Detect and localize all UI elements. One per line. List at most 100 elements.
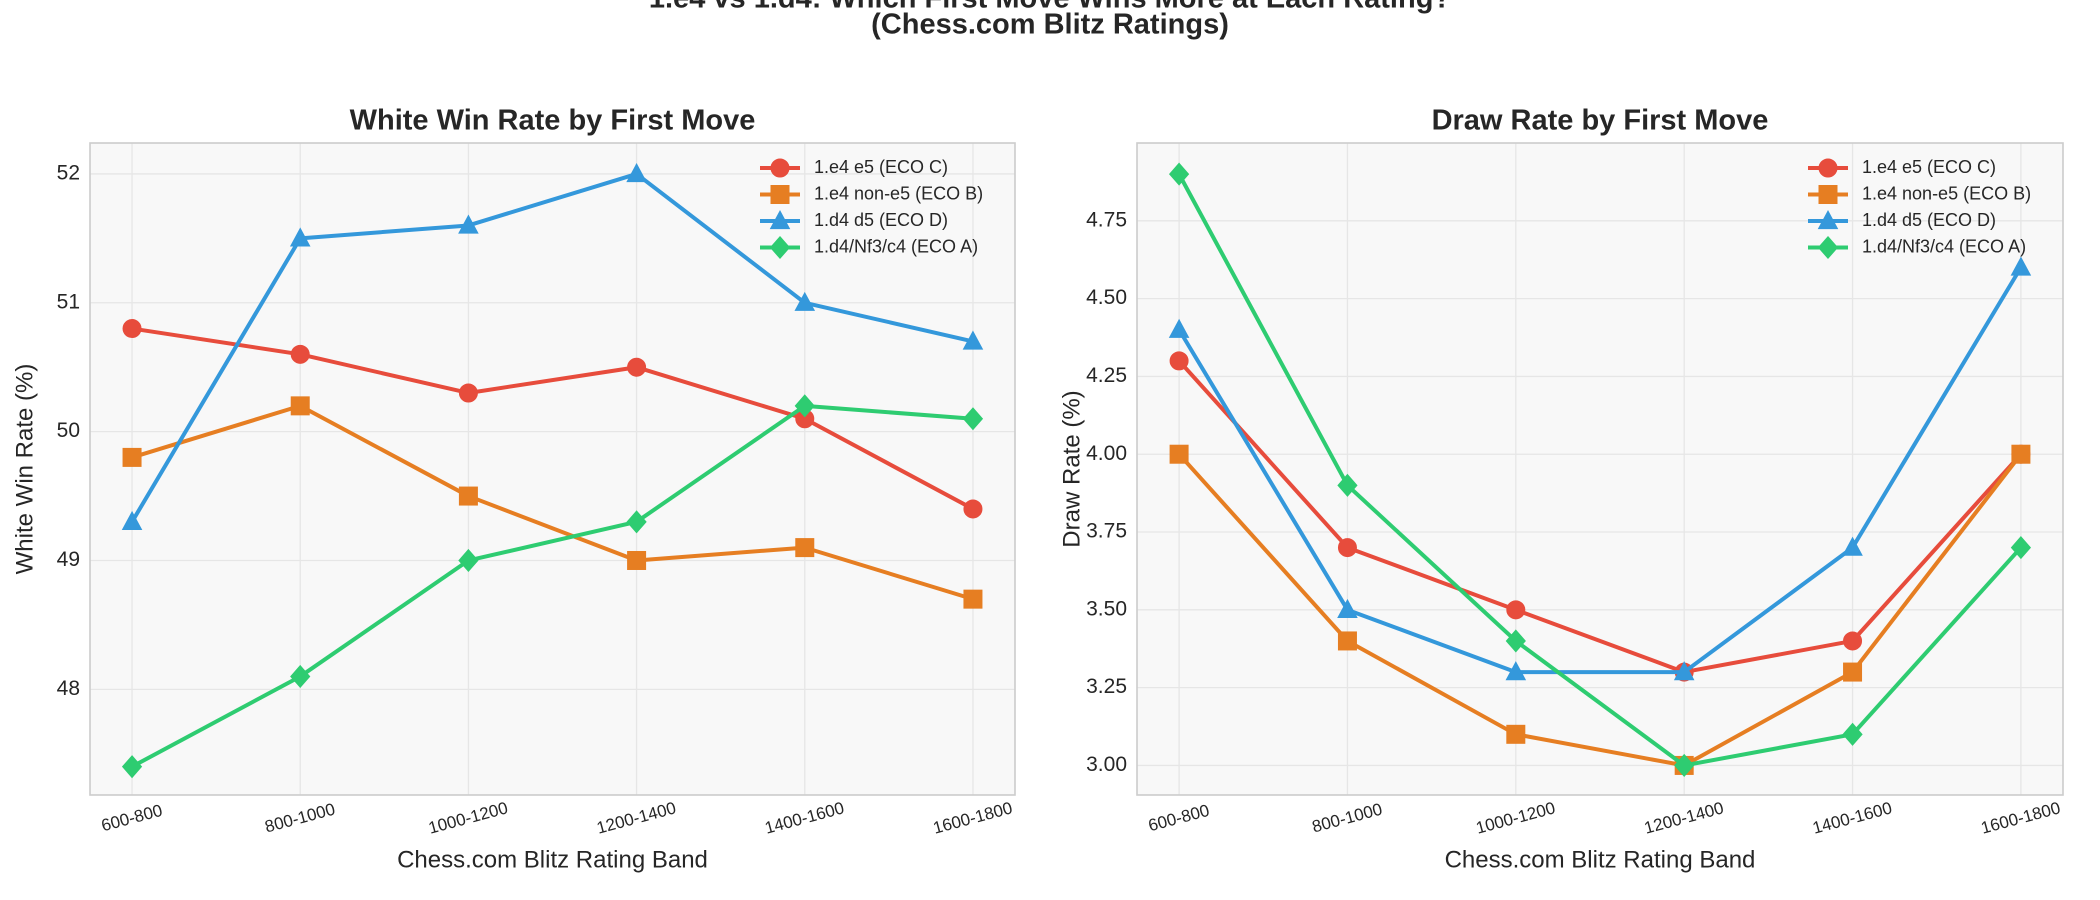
x-tick-label: 1600-1800: [1979, 798, 2062, 837]
x-axis-label: Chess.com Blitz Rating Band: [1445, 846, 1756, 873]
x-tick-label: 1400-1600: [1811, 798, 1894, 837]
legend-label: 1.e4 non-e5 (ECO B): [1862, 183, 2031, 203]
data-point: [458, 383, 478, 403]
x-tick-label: 1200-1400: [595, 798, 678, 837]
data-point: [1337, 598, 1358, 618]
plot-area: [90, 143, 1015, 795]
panel-title: White Win Rate by First Move: [350, 105, 756, 137]
data-point: [1169, 444, 1189, 464]
data-point: [963, 499, 983, 519]
y-tick-label: 3.50: [1086, 597, 1127, 620]
legend-marker: [1818, 185, 1838, 204]
data-point: [121, 755, 143, 779]
legend-label: 1.e4 e5 (ECO C): [814, 157, 948, 177]
data-point: [1506, 724, 1526, 744]
y-tick-label: 50: [57, 419, 80, 442]
plot-frame: [89, 142, 1016, 796]
legend-label: 1.d4/Nf3/c4 (ECO A): [814, 236, 978, 256]
data-point: [1673, 661, 1695, 681]
y-tick-label: 4.50: [1086, 286, 1127, 309]
x-tick-label: 1600-1800: [931, 798, 1014, 837]
data-point: [1674, 753, 1695, 777]
y-tick-label: 49: [57, 548, 80, 571]
data-point: [963, 589, 983, 609]
x-tick-label: 1200-1400: [1642, 798, 1725, 837]
y-tick-label: 4.75: [1086, 208, 1127, 231]
data-point: [2011, 444, 2031, 464]
data-point: [290, 396, 310, 416]
series-line: [1177, 266, 2023, 675]
data-point: [1169, 351, 1189, 371]
legend-label: 1.d4 d5 (ECO D): [1862, 210, 1996, 230]
data-point: [1168, 318, 1190, 338]
data-point: [458, 214, 479, 234]
series-line: [1177, 359, 2023, 675]
data-point: [290, 344, 310, 364]
data-point: [794, 291, 816, 311]
legend-marker: [1818, 158, 1838, 178]
y-axis-label: White Win Rate (%): [11, 364, 38, 575]
legend-marker: [769, 210, 791, 230]
y-tick-label: 52: [57, 161, 80, 184]
x-tick-label: 600-800: [1146, 801, 1211, 836]
data-point: [458, 486, 478, 506]
data-point: [290, 664, 311, 689]
plot-frame: [1136, 142, 2064, 796]
data-point: [289, 227, 311, 247]
legend-marker: [1817, 235, 1839, 260]
plot-area: [1137, 143, 2063, 795]
x-tick-label: 1000-1200: [426, 798, 509, 837]
data-point: [1842, 722, 1863, 746]
series-line: [131, 403, 974, 602]
data-point: [1337, 538, 1357, 558]
x-tick-label: 1400-1600: [763, 798, 846, 837]
data-point: [1337, 473, 1358, 497]
data-point: [1337, 631, 1357, 651]
x-tick-label: 600-800: [99, 801, 164, 836]
panel-title: Draw Rate by First Move: [1432, 105, 1769, 137]
data-point: [1843, 662, 1863, 682]
legend-label: 1.e4 non-e5 (ECO B): [814, 183, 983, 203]
series-line: [1177, 173, 2023, 768]
y-tick-label: 4.00: [1086, 442, 1127, 465]
series-line: [131, 326, 974, 511]
series-line: [1177, 452, 2023, 768]
legend-marker: [770, 185, 790, 204]
y-tick-label: 3.00: [1086, 753, 1127, 776]
data-point: [1505, 629, 1526, 653]
y-tick-label: 3.25: [1086, 675, 1127, 698]
data-point: [122, 319, 142, 339]
x-axis-label: Chess.com Blitz Rating Band: [397, 846, 708, 873]
data-point: [962, 330, 984, 350]
y-tick-label: 3.75: [1086, 520, 1127, 543]
data-point: [1843, 631, 1863, 651]
legend-label: 1.e4 e5 (ECO C): [1862, 157, 1996, 177]
x-tick-label: 800-1000: [1310, 800, 1384, 837]
series-line: [131, 403, 974, 769]
legend-marker: [770, 158, 790, 178]
x-tick-label: 1000-1200: [1474, 798, 1557, 837]
data-point: [121, 510, 143, 530]
data-point: [1506, 600, 1526, 620]
data-point: [626, 510, 647, 534]
legend-label: 1.d4/Nf3/c4 (ECO A): [1862, 236, 2026, 256]
legend-label: 1.d4 d5 (ECO D): [814, 210, 948, 230]
figure-title: 1.e4 vs 1.d4: Which First Move Wins More…: [649, 0, 1451, 15]
y-tick-label: 48: [57, 677, 80, 700]
figure-subtitle: (Chess.com Blitz Ratings): [871, 9, 1229, 41]
data-point: [1168, 162, 1190, 186]
y-tick-label: 4.25: [1086, 364, 1127, 387]
data-point: [122, 447, 142, 467]
series-line: [130, 171, 974, 523]
legend-marker: [769, 235, 791, 260]
data-point: [458, 548, 479, 573]
y-tick-label: 51: [57, 290, 80, 313]
data-point: [794, 394, 815, 418]
data-point: [795, 538, 815, 558]
x-tick-label: 800-1000: [263, 800, 337, 837]
data-point: [962, 407, 984, 431]
data-point: [1505, 661, 1527, 681]
legend-marker: [1817, 210, 1839, 230]
